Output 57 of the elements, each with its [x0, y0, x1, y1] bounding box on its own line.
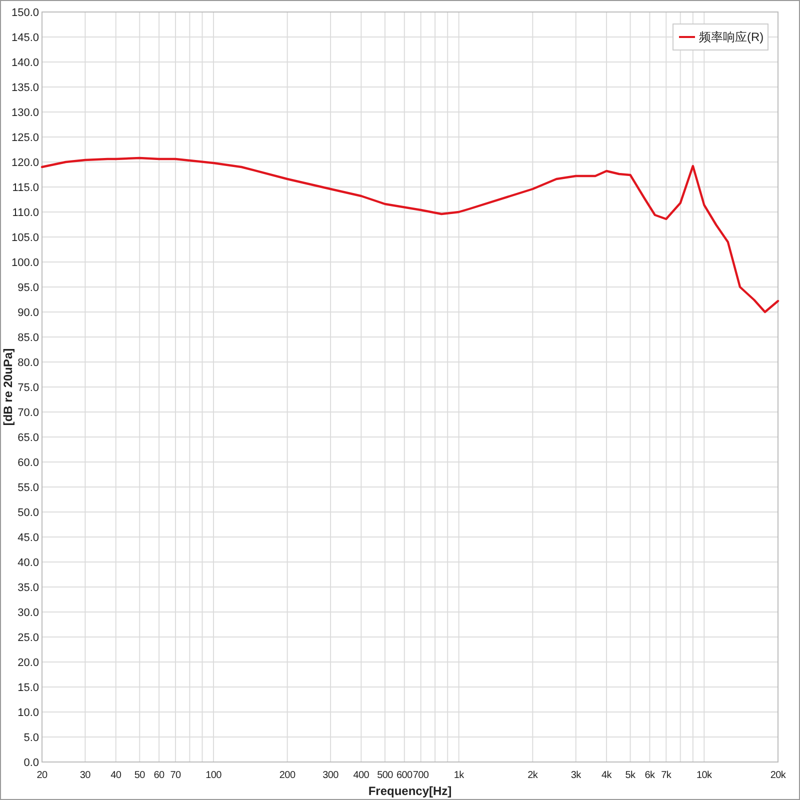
y-tick-label: 60.0	[18, 457, 39, 469]
x-tick-label: 7k	[661, 770, 672, 781]
y-tick-label: 45.0	[18, 532, 39, 544]
y-tick-label: 25.0	[18, 632, 39, 644]
y-tick-label: 10.0	[18, 707, 39, 719]
x-tick-label: 20k	[770, 770, 787, 781]
x-tick-label: 20	[36, 770, 48, 781]
y-tick-label: 115.0	[12, 182, 39, 194]
y-tick-label: 100.0	[11, 257, 39, 269]
y-tick-label: 130.0	[11, 107, 39, 119]
x-tick-label: 30	[80, 770, 92, 781]
y-tick-label: 65.0	[18, 432, 39, 444]
y-tick-label: 85.0	[18, 332, 39, 344]
y-tick-label: 50.0	[18, 507, 39, 519]
y-tick-label: 20.0	[18, 657, 39, 669]
x-tick-label: 5k	[625, 770, 637, 781]
x-tick-label: 2k	[528, 770, 539, 781]
x-tick-label: 3k	[570, 770, 582, 781]
x-tick-label: 10k	[696, 770, 714, 781]
y-tick-label: 110.0	[12, 207, 39, 219]
y-tick-label: 55.0	[18, 482, 39, 494]
y-tick-label: 80.0	[18, 357, 39, 369]
y-tick-label: 125.0	[11, 132, 39, 144]
y-tick-label: 30.0	[18, 607, 39, 619]
y-tick-label: 75.0	[18, 382, 39, 394]
x-axis-title: Frequency[Hz]	[368, 784, 452, 798]
x-tick-label: 50	[134, 770, 146, 781]
legend-label: 频率响应(R)	[699, 30, 764, 44]
y-tick-label: 0.0	[24, 757, 39, 769]
x-tick-label: 100	[206, 770, 222, 781]
y-tick-label: 90.0	[18, 307, 39, 319]
y-tick-label: 5.0	[24, 732, 39, 744]
x-tick-label: 700	[412, 770, 430, 781]
y-tick-label: 145.0	[11, 32, 39, 44]
y-tick-label: 150.0	[11, 7, 39, 19]
x-tick-label: 4k	[602, 770, 613, 781]
x-tick-label: 200	[279, 770, 296, 781]
y-tick-label: 15.0	[18, 682, 39, 694]
y-tick-label: 95.0	[18, 282, 39, 294]
legend: 频率响应(R)	[672, 24, 768, 50]
x-tick-label: 600	[396, 770, 414, 781]
y-tick-label: 40.0	[18, 557, 39, 569]
x-tick-label: 1k	[454, 770, 466, 781]
x-tick-label: 400	[353, 770, 370, 781]
y-axis-title: [dB re 20uPa]	[1, 348, 15, 426]
x-tick-label: 60	[154, 770, 166, 781]
y-tick-label: 140.0	[11, 57, 39, 69]
x-tick-label: 6k	[644, 770, 656, 781]
x-tick-label: 300	[322, 770, 340, 781]
y-tick-label: 105.0	[11, 232, 39, 244]
y-tick-label: 120.0	[11, 157, 39, 169]
x-tick-label: 70	[170, 770, 182, 781]
y-tick-label: 70.0	[18, 407, 39, 419]
x-tick-label: 40	[110, 770, 122, 781]
y-tick-label: 35.0	[18, 582, 39, 594]
x-tick-label: 500	[377, 770, 394, 781]
y-tick-label: 135.0	[11, 82, 39, 94]
